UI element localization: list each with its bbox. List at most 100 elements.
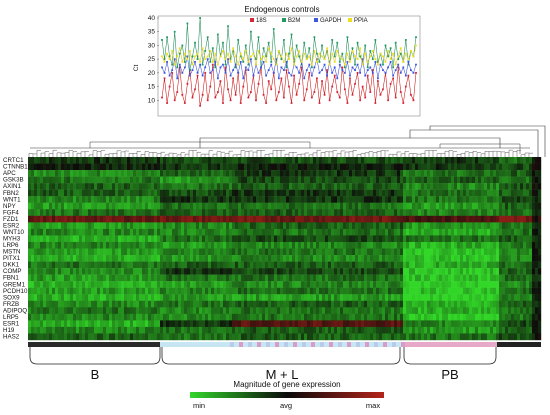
heatmap-cell (259, 176, 263, 184)
heatmap-cell (184, 235, 188, 243)
heatmap-cell (310, 268, 314, 275)
heatmap-cell (292, 176, 296, 184)
heatmap-cell (460, 300, 464, 308)
heatmap-cell (331, 202, 335, 210)
data-point (229, 58, 232, 61)
heatmap-cell (205, 209, 209, 217)
heatmap-cell (460, 268, 464, 275)
heatmap-cell (46, 183, 50, 190)
heatmap-cell (100, 222, 104, 230)
heatmap-cell (325, 157, 329, 164)
heatmap-cell (382, 287, 386, 295)
heatmap-cell (76, 274, 80, 282)
heatmap-cell (430, 157, 434, 164)
heatmap-cell (535, 241, 539, 249)
heatmap-cell (115, 196, 119, 203)
heatmap-cell (238, 281, 242, 288)
heatmap-cell (487, 235, 491, 243)
heatmap-cell (43, 202, 47, 210)
heatmap-cell (289, 228, 293, 236)
heatmap-cell (97, 313, 101, 321)
heatmap-cell (484, 209, 488, 217)
heatmap-cell (295, 215, 299, 223)
heatmap-cell (181, 300, 185, 308)
heatmap-cell (298, 196, 302, 203)
heatmap-cell (172, 222, 176, 230)
heatmap-cell (49, 196, 53, 203)
heatmap-cell (313, 300, 317, 308)
heatmap-cell (328, 300, 332, 308)
heatmap-cell (463, 248, 467, 256)
heatmap-cell (337, 163, 341, 171)
heatmap-cell (532, 176, 536, 184)
heatmap-cell (451, 202, 455, 210)
heatmap-cell (274, 183, 278, 190)
heatmap-cell (52, 183, 56, 190)
heatmap-cell (403, 300, 407, 308)
heatmap-cell (79, 255, 83, 262)
heatmap-cell (178, 255, 182, 262)
heatmap-cell (538, 281, 542, 288)
heatmap-cell (289, 196, 293, 203)
heatmap-cell (361, 202, 365, 210)
heatmap-cell (313, 255, 317, 262)
heatmap-cell (526, 268, 530, 275)
heatmap-cell (79, 261, 83, 269)
heatmap-cell (427, 248, 431, 256)
heatmap-cell (121, 222, 125, 230)
heatmap-cell (457, 222, 461, 230)
heatmap-cell (163, 294, 167, 301)
heatmap-cell (214, 176, 218, 184)
heatmap-cell (79, 222, 83, 230)
heatmap-cell (118, 248, 122, 256)
heatmap-cell (133, 209, 137, 217)
heatmap-cell (211, 222, 215, 230)
heatmap-cell (199, 157, 203, 164)
data-point (242, 77, 245, 80)
heatmap-cell (52, 281, 56, 288)
heatmap-cell (160, 228, 164, 236)
heatmap-cell (364, 274, 368, 282)
heatmap-cell (316, 268, 320, 275)
heatmap-cell (394, 248, 398, 256)
data-point (404, 74, 407, 77)
heatmap-cell (349, 228, 353, 236)
heatmap-cell (250, 235, 254, 243)
heatmap-cell (490, 248, 494, 256)
data-point (206, 55, 209, 58)
heatmap-cell (421, 222, 425, 230)
heatmap-cell (202, 300, 206, 308)
heatmap-cell (322, 313, 326, 321)
heatmap-cell (412, 222, 416, 230)
data-point (397, 63, 400, 66)
data-point (168, 74, 171, 77)
heatmap-cell (538, 255, 542, 262)
heatmap-cell (265, 183, 269, 190)
heatmap-cell (232, 255, 236, 262)
heatmap-cell (445, 163, 449, 171)
heatmap-cell (370, 241, 374, 249)
data-point (285, 60, 288, 63)
heatmap-cell (358, 189, 362, 197)
heatmap-cell (106, 228, 110, 236)
heatmap-cell (331, 300, 335, 308)
heatmap-cell (325, 202, 329, 210)
heatmap-cell (532, 209, 536, 217)
heatmap-cell (106, 163, 110, 171)
heatmap-cell (28, 202, 32, 210)
heatmap-cell (151, 294, 155, 301)
heatmap-cell (70, 170, 74, 177)
heatmap-cell (79, 294, 83, 301)
heatmap-cell (121, 157, 125, 164)
heatmap-cell (139, 261, 143, 269)
heatmap-cell (199, 183, 203, 190)
data-point (394, 96, 397, 99)
heatmap-cell (271, 215, 275, 223)
heatmap-cell (97, 248, 101, 256)
heatmap-cell (229, 261, 233, 269)
heatmap-cell (118, 268, 122, 275)
heatmap-cell (526, 235, 530, 243)
heatmap-cell (244, 307, 248, 315)
heatmap-cell (67, 157, 71, 164)
data-point (349, 58, 351, 61)
